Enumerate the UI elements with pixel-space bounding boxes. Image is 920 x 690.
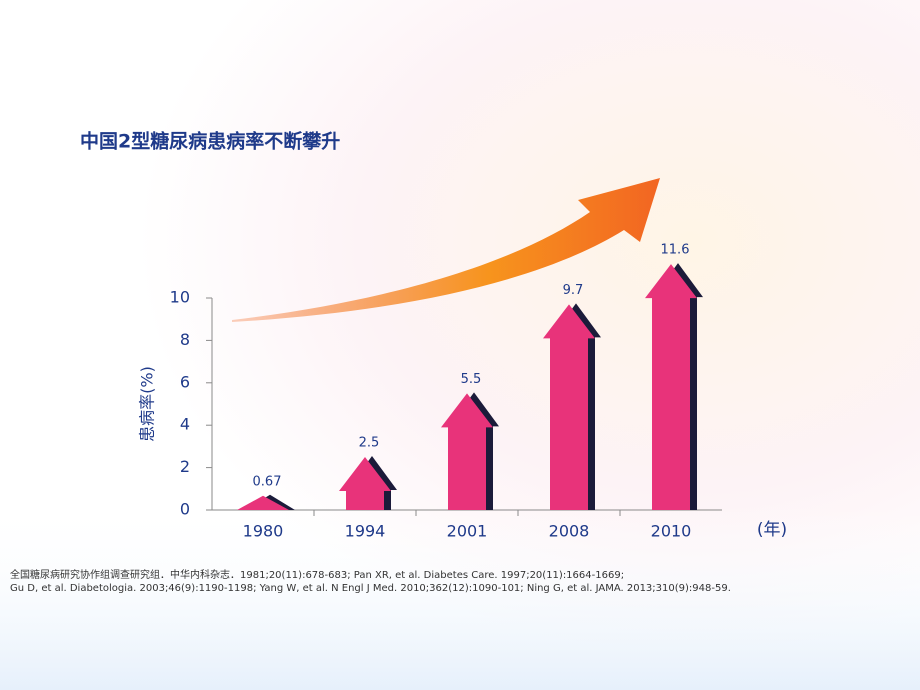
trend-arrow [232,178,660,322]
y-tick-label: 8 [180,330,190,349]
value-label: 0.67 [253,474,282,489]
y-tick-label: 10 [170,288,190,307]
footnote: Gu D, et al. Diabetologia. 2003;46(9):11… [10,583,731,594]
x-tick-label: 1994 [345,522,386,541]
x-tick-label: 2010 [651,522,692,541]
bar [645,264,697,510]
y-tick-label: 2 [180,457,190,476]
y-tick-label: 6 [180,372,190,391]
bar [441,393,493,510]
y-tick-label: 0 [180,500,190,519]
y-axis-label: 患病率(%) [138,366,157,442]
value-label: 11.6 [661,243,690,258]
y-tick-label: 4 [180,415,190,434]
x-unit-label: (年) [757,520,787,540]
x-tick-label: 1980 [243,522,284,541]
bar [339,457,391,510]
value-label: 9.7 [563,283,584,298]
chart-title: 中国2型糖尿病患病率不断攀升 [80,130,340,153]
footnote: 全国糖尿病研究协作组调查研究组．中华内科杂志．1981;20(11):678-6… [10,568,624,581]
x-tick-label: 2001 [447,522,488,541]
bar [543,304,595,510]
x-tick-label: 2008 [549,522,590,541]
value-label: 2.5 [359,436,380,451]
background-band [0,500,920,690]
bar [237,495,289,510]
value-label: 5.5 [461,372,482,387]
